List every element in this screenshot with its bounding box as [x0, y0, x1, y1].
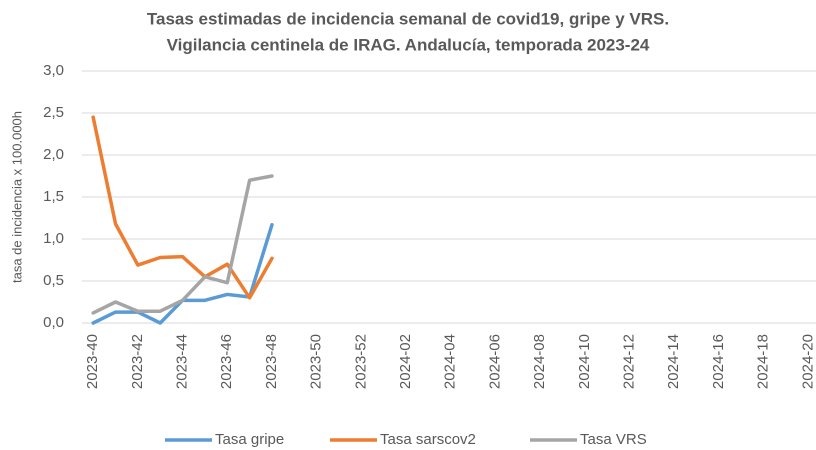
y-tick-label: 2,0	[43, 146, 64, 163]
x-tick-label: 2024-14	[665, 334, 682, 389]
x-tick-label: 2024-10	[576, 334, 593, 389]
x-tick-label: 2023-44	[174, 334, 191, 389]
series-line	[91, 174, 274, 315]
y-tick-label: 2,5	[43, 104, 64, 121]
x-tick-label: 2024-20	[799, 334, 816, 389]
x-tick-label: 2024-18	[755, 334, 772, 389]
x-tick-label: 2023-50	[308, 334, 325, 389]
legend-label: Tasa sarscov2	[380, 431, 476, 448]
y-tick-label: 0,0	[43, 314, 64, 331]
y-tick-label: 1,5	[43, 188, 64, 205]
series-line	[91, 115, 274, 300]
y-tick-label: 3,0	[43, 62, 64, 79]
y-tick-label: 0,5	[43, 272, 64, 289]
x-tick-label: 2023-46	[218, 334, 235, 389]
x-tick-label: 2023-52	[352, 334, 369, 389]
x-tick-label: 2023-42	[129, 334, 146, 389]
x-tick-label: 2023-48	[263, 334, 280, 389]
y-axis-label: tasa de incidencia x 100.000h	[9, 111, 24, 283]
x-tick-label: 2024-08	[531, 334, 548, 389]
x-tick-label: 2024-12	[621, 334, 638, 389]
legend-label: Tasa gripe	[215, 431, 284, 448]
legend-label: Tasa VRS	[580, 431, 647, 448]
chart-subtitle: Vigilancia centinela de IRAG. Andalucía,…	[167, 35, 650, 54]
x-tick-label: 2024-02	[397, 334, 414, 389]
chart-title: Tasas estimadas de incidencia semanal de…	[147, 9, 669, 28]
x-tick-label: 2024-04	[442, 334, 459, 389]
y-tick-label: 1,0	[43, 230, 64, 247]
x-tick-label: 2024-16	[710, 334, 727, 389]
x-tick-label: 2024-06	[486, 334, 503, 389]
x-tick-label: 2023-40	[84, 334, 101, 389]
